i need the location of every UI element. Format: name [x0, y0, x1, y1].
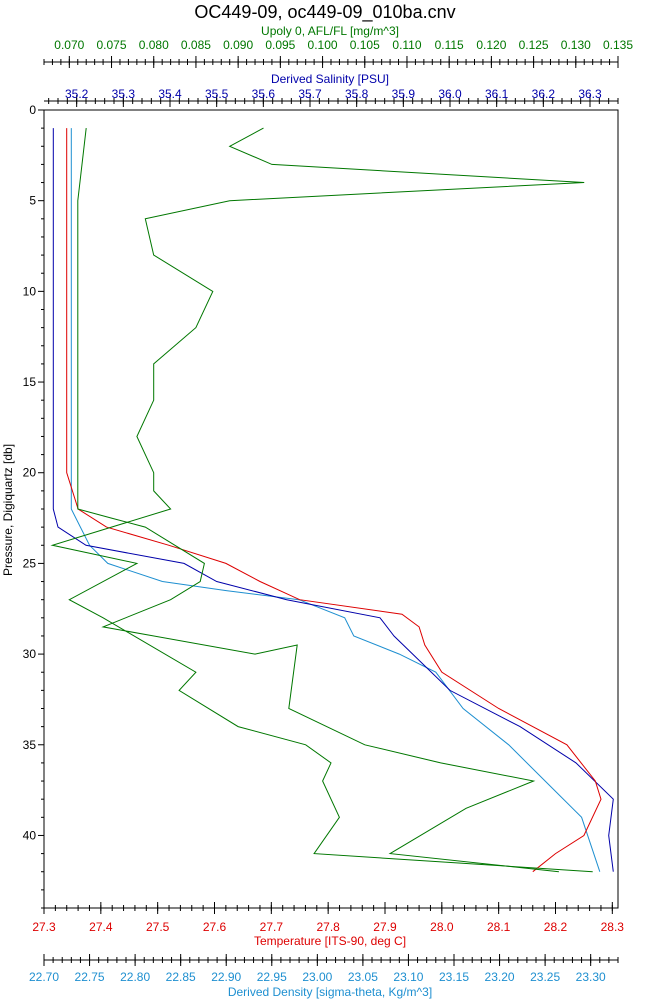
bottom-axis-2-tick-label: 23.00 [302, 970, 332, 984]
top-axis-2-tick-label: 36.3 [578, 87, 602, 101]
top-axis-1-tick-label: 0.100 [308, 38, 338, 52]
series-line-5 [50, 127, 593, 873]
chart-title: OC449-09, oc449-09_010ba.cnv [194, 2, 455, 23]
bottom-axis-2-tick-label: 22.95 [257, 970, 287, 984]
top-axis-2-tick-label: 35.8 [345, 87, 369, 101]
top-axis-1-tick-label: 0.135 [603, 38, 633, 52]
bottom-axis-1-tick-label: 27.3 [32, 920, 56, 934]
top-axis-2-label: Derived Salinity [PSU] [271, 72, 389, 86]
bottom-axis-1-tick-label: 27.8 [316, 920, 340, 934]
top-axis-1-label: Upoly 0, AFL/FL [mg/m^3] [261, 24, 399, 38]
bottom-axis-1-tick-label: 27.5 [146, 920, 170, 934]
plot-frame [43, 109, 619, 909]
top-axis-1-tick-label: 0.110 [392, 38, 421, 52]
top-axis-2-tick-label: 35.7 [298, 87, 322, 101]
bottom-axis-1-tick-label: 28.2 [544, 920, 568, 934]
y-axis-tick-label: 0 [29, 103, 36, 117]
top-axis-2-tick-label: 35.9 [392, 87, 416, 101]
y-axis-tick-label: 20 [23, 466, 37, 480]
y-axis-tick-label: 5 [29, 194, 36, 208]
series-line-1 [70, 128, 601, 872]
bottom-axis-2-tick-label: 22.75 [75, 970, 105, 984]
bottom-axis-1-tick-label: 27.6 [203, 920, 227, 934]
bottom-axis-2-tick-label: 23.20 [485, 970, 515, 984]
bottom-axis-2-tick-label: 23.25 [530, 970, 560, 984]
top-axis-2-tick-label: 35.2 [65, 87, 89, 101]
top-axis-1-tick-label: 0.090 [223, 38, 253, 52]
bottom-axis-2-tick-label: 23.05 [348, 970, 378, 984]
y-axis-tick-label: 15 [23, 375, 37, 389]
y-axis-tick-label: 10 [23, 284, 37, 298]
top-axis-1-tick-label: 0.080 [139, 38, 169, 52]
bottom-axis-2-tick-label: 22.85 [166, 970, 196, 984]
y-axis-label: Pressure, Digiquartz [db] [1, 444, 15, 576]
y-axis-tick-label: 40 [23, 828, 37, 842]
bottom-axis-1-tick-label: 27.7 [260, 920, 284, 934]
top-axis-1-tick-label: 0.095 [265, 38, 295, 52]
series-line-4 [77, 128, 559, 873]
y-axis-tick-label: 25 [23, 556, 37, 570]
bottom-axis-2-tick-label: 22.80 [120, 970, 150, 984]
top-axis-1-tick-label: 0.130 [561, 38, 591, 52]
top-axis-1-tick-label: 0.070 [54, 38, 84, 52]
bottom-axis-2-tick-label: 22.70 [29, 970, 59, 984]
bottom-axis-1-tick-label: 27.9 [373, 920, 397, 934]
axes-layer: 0.070 0.075 0.080 0.085 0.090 0.095 0.100 0.105… [23, 38, 634, 984]
series-line-2 [52, 128, 614, 872]
top-axis-2-tick-label: 35.3 [112, 87, 136, 101]
top-axis-1-tick-label: 0.105 [350, 38, 380, 52]
bottom-axis-1-tick-label: 28.1 [487, 920, 511, 934]
top-axis-2-tick-label: 36.0 [438, 87, 462, 101]
series-layer [50, 127, 614, 873]
bottom-axis-1-label: Temperature [ITS-90, deg C] [254, 934, 406, 948]
bottom-axis-1-tick-label: 28.0 [430, 920, 454, 934]
bottom-axis-2-tick-label: 23.10 [393, 970, 423, 984]
bottom-axis-1-tick-label: 27.4 [89, 920, 113, 934]
top-axis-2-tick-label: 35.6 [252, 87, 276, 101]
top-axis-2-tick-label: 35.5 [205, 87, 229, 101]
y-axis-tick-label: 35 [23, 738, 37, 752]
y-axis-tick-label: 30 [23, 647, 37, 661]
top-axis-2-tick-label: 35.4 [158, 87, 182, 101]
top-axis-2-tick-label: 36.2 [532, 87, 556, 101]
top-axis-1-tick-label: 0.075 [97, 38, 127, 52]
bottom-axis-2-tick-label: 22.90 [211, 970, 241, 984]
top-axis-1-tick-label: 0.115 [435, 38, 464, 52]
top-axis-1-tick-label: 0.120 [476, 38, 506, 52]
bottom-axis-1-tick-label: 28.3 [601, 920, 625, 934]
top-axis-1-tick-label: 0.085 [181, 38, 211, 52]
bottom-axis-2-label: Derived Density [sigma-theta, Kg/m^3] [228, 985, 432, 999]
bottom-axis-2-tick-label: 23.15 [439, 970, 469, 984]
top-axis-2-tick-label: 36.1 [485, 87, 509, 101]
series-line-3 [66, 128, 602, 873]
bottom-axis-2-tick-label: 23.30 [576, 970, 606, 984]
top-axis-1-tick-label: 0.125 [519, 38, 549, 52]
